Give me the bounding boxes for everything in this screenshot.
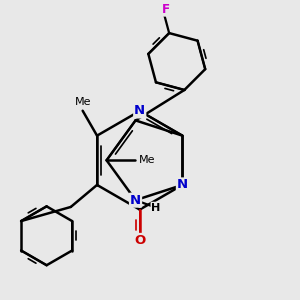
Text: H: H — [152, 203, 161, 213]
Text: N: N — [134, 104, 145, 118]
Text: O: O — [134, 234, 146, 247]
Text: N: N — [130, 194, 141, 207]
Text: N: N — [177, 178, 188, 191]
Text: Me: Me — [74, 97, 91, 106]
Text: F: F — [162, 3, 170, 16]
Text: Me: Me — [139, 155, 155, 165]
